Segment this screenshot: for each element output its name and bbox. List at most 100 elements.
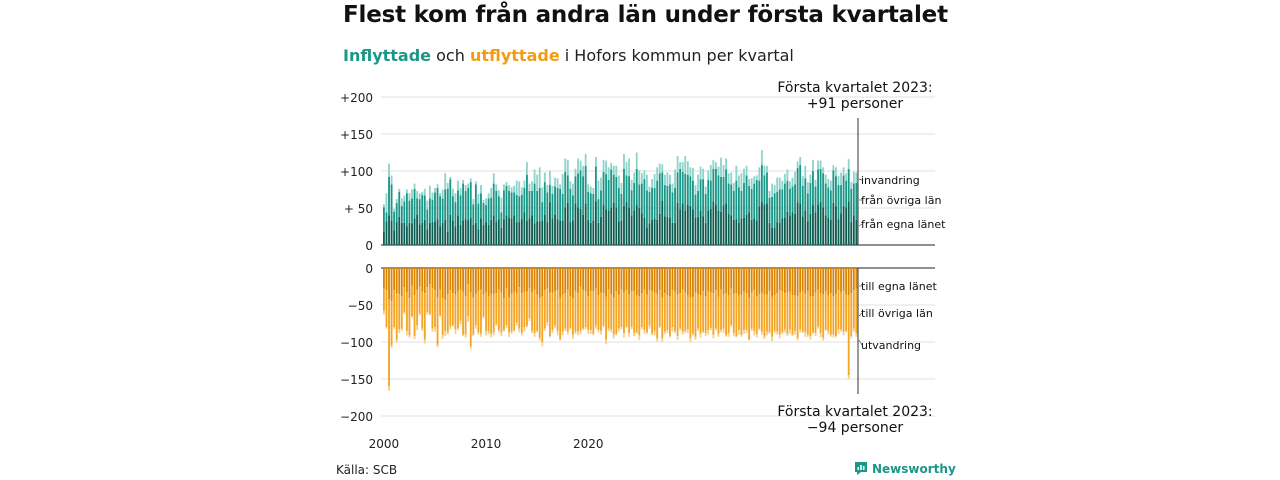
bar-inflyttade [640,183,643,214]
bar-utflyttade [559,268,562,298]
bar-inflyttade [725,158,728,170]
bar-utflyttade [743,268,745,292]
bar-inflyttade [666,216,669,245]
bar-utflyttade [776,293,779,332]
bar-utflyttade [704,296,707,334]
bar-inflyttade [566,159,569,176]
bar-utflyttade [472,334,475,337]
bar-inflyttade [656,180,659,220]
subtitle-inflyttade: Inflyttade [343,46,432,65]
bar-inflyttade [449,214,452,245]
bar-inflyttade [520,194,523,220]
bar-utflyttade [510,268,513,294]
bar-inflyttade [426,209,429,230]
bar-inflyttade [400,198,403,206]
bar-inflyttade [385,193,388,213]
bar-inflyttade [520,219,523,245]
bar-inflyttade [441,222,444,245]
bar-utflyttade [589,290,592,331]
bar-inflyttade [699,179,702,211]
bar-inflyttade [485,222,487,245]
bar-inflyttade [457,180,459,191]
bar-utflyttade [648,290,651,326]
bar-inflyttade [564,158,567,172]
bar-inflyttade [526,162,528,175]
bar-utflyttade [495,293,498,325]
bar-utflyttade [855,288,858,334]
bar-inflyttade [651,188,653,220]
bar-inflyttade [676,156,679,173]
bar-utflyttade [439,289,442,316]
bar-inflyttade [847,201,850,245]
bar-utflyttade [661,297,664,339]
bar-inflyttade [684,173,687,211]
bar-inflyttade [760,202,763,245]
bar-utflyttade [600,292,602,331]
bar-inflyttade [763,204,766,245]
bar-inflyttade [411,198,413,224]
brand-logo: Newsworthy [854,461,956,476]
bar-utflyttade [829,334,832,337]
bar-inflyttade [743,182,745,218]
bar-utflyttade [405,330,408,336]
bar-utflyttade [840,268,842,293]
bar-inflyttade [548,202,551,245]
bar-inflyttade [768,190,771,198]
bar-utflyttade [449,326,452,330]
y-tick-label: 0 [365,262,373,276]
bar-utflyttade [623,292,625,334]
bar-inflyttade [388,163,390,177]
bar-utflyttade [605,296,608,340]
bar-utflyttade [390,301,393,346]
bar-utflyttade [428,268,431,285]
bar-inflyttade [449,179,452,215]
bar-inflyttade [523,212,526,245]
bar-utflyttade [692,333,694,336]
bar-inflyttade [773,193,776,228]
bar-inflyttade [487,198,490,226]
bar-inflyttade [837,185,840,220]
bar-utflyttade [408,298,411,336]
bar-utflyttade [824,329,827,331]
bar-inflyttade [528,218,531,245]
bar-utflyttade [794,330,796,335]
bar-inflyttade [640,173,643,184]
bar-utflyttade [612,334,615,339]
bar-inflyttade [574,176,577,204]
bar-inflyttade [592,193,595,221]
bar-inflyttade [794,184,796,214]
bar-inflyttade [684,156,687,174]
bar-utflyttade [612,268,615,298]
bar-utflyttade [694,268,697,293]
bar-utflyttade [551,330,554,334]
bar-inflyttade [469,217,472,245]
bar-inflyttade [393,230,396,245]
bar-utflyttade [487,331,490,334]
bar-inflyttade [500,227,503,245]
bar-utflyttade [768,332,771,334]
bar-inflyttade [495,190,498,222]
bar-utflyttade [653,292,656,331]
bar-utflyttade [423,268,426,294]
bar-inflyttade [791,177,794,187]
bar-inflyttade [434,192,436,222]
bar-inflyttade [623,168,625,206]
bar-utflyttade [434,290,436,328]
bar-utflyttade [776,331,779,335]
bar-utflyttade [674,291,676,331]
bar-utflyttade [418,313,421,316]
bar-inflyttade [720,176,722,212]
bar-inflyttade [428,222,431,245]
bar-inflyttade [661,200,664,245]
bar-utflyttade [411,316,413,318]
bar-utflyttade [814,292,817,334]
bar-utflyttade [686,295,689,330]
bar-utflyttade [607,289,610,329]
bar-inflyttade [781,218,784,245]
bar-inflyttade [755,220,758,245]
bar-inflyttade [500,212,503,228]
bar-utflyttade [541,268,544,297]
bar-inflyttade [582,165,585,177]
bar-utflyttade [428,284,431,314]
bar-utflyttade [582,328,585,331]
